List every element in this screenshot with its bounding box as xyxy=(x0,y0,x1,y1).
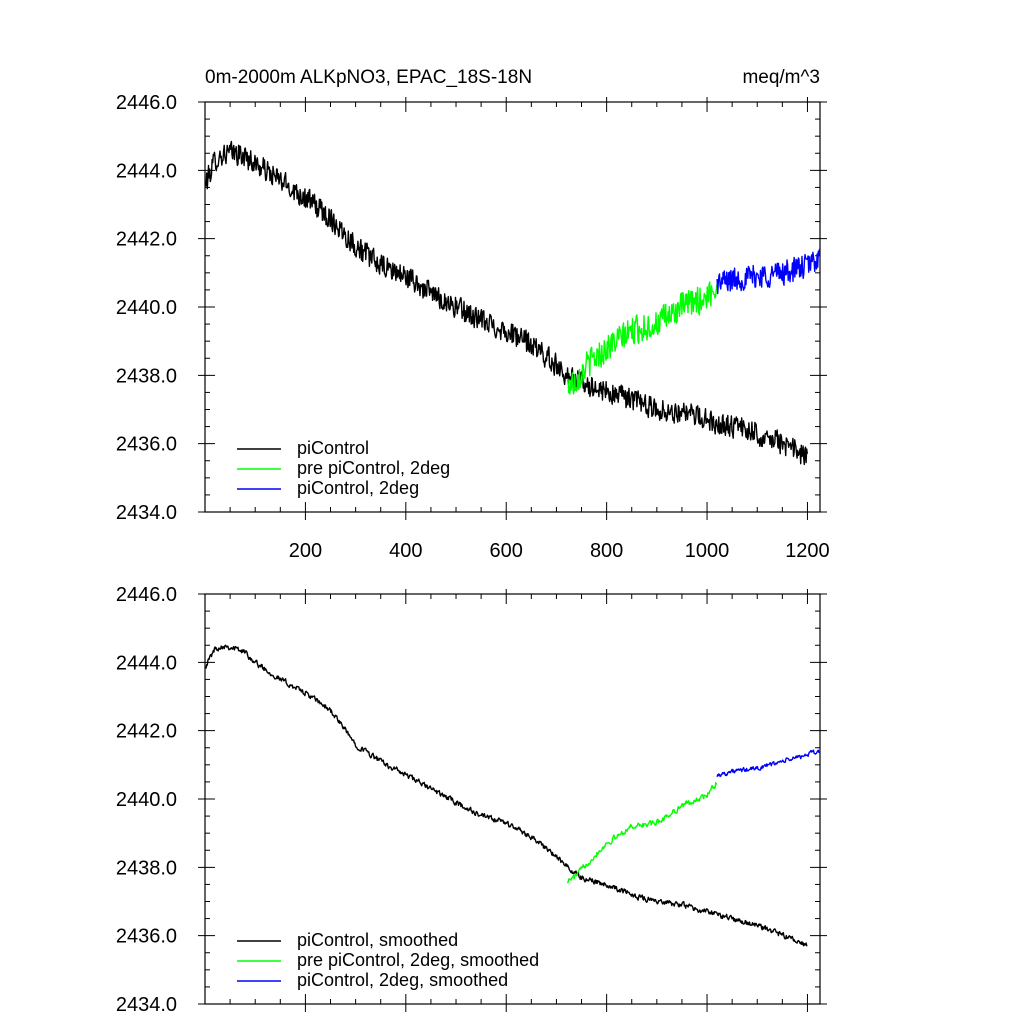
series-line-2 xyxy=(566,281,718,395)
y-tick-label: 2444.0 xyxy=(116,160,177,182)
top-panel: 2434.0 2436.0 2438.0 2440.0 2442.0 2444.0 2446… xyxy=(116,67,830,562)
x-tick-label: 200 xyxy=(289,540,322,562)
series-line-1 xyxy=(205,644,808,947)
y-tick-label: 2446.0 xyxy=(116,584,177,606)
y-tick-label: 2434.0 xyxy=(116,502,177,524)
y-tick-label: 2444.0 xyxy=(116,652,177,674)
x-tick-label: 600 xyxy=(490,540,523,562)
legend-label: pre piControl, 2deg xyxy=(297,458,450,478)
series-line-1 xyxy=(204,140,808,466)
y-tick-label: 2442.0 xyxy=(116,229,177,251)
series-line-2 xyxy=(566,782,718,884)
x-tick-label: 1200 xyxy=(785,540,830,562)
series-line-3 xyxy=(716,749,821,778)
y-tick-label: 2434.0 xyxy=(116,994,177,1016)
legend-label: piControl, 2deg xyxy=(297,478,419,498)
y-tick-label: 2436.0 xyxy=(116,926,177,948)
x-tick-label: 800 xyxy=(590,540,623,562)
y-tick-label: 2440.0 xyxy=(116,789,177,811)
legend-label: piControl xyxy=(297,438,369,458)
y-tick-label: 2438.0 xyxy=(116,857,177,879)
chart-title: 0m-2000m ALKpNO3, EPAC_18S-18N xyxy=(205,67,532,88)
series-line-3 xyxy=(716,248,821,295)
y-tick-label: 2438.0 xyxy=(116,365,177,387)
units-label: meq/m^3 xyxy=(742,67,820,88)
y-tick-label: 2436.0 xyxy=(116,434,177,456)
y-tick-label: 2446.0 xyxy=(116,92,177,114)
x-tick-label: 400 xyxy=(389,540,422,562)
legend-label: piControl, 2deg, smoothed xyxy=(297,970,508,990)
x-tick-label: 1000 xyxy=(685,540,730,562)
y-tick-label: 2442.0 xyxy=(116,721,177,743)
legend-label: piControl, smoothed xyxy=(297,930,458,950)
bottom-panel: 2434.0 2436.0 2438.0 2440.0 2442.0 2444.0 2446… xyxy=(116,584,827,1016)
y-tick-label: 2440.0 xyxy=(116,297,177,319)
legend-label: pre piControl, 2deg, smoothed xyxy=(297,950,539,970)
